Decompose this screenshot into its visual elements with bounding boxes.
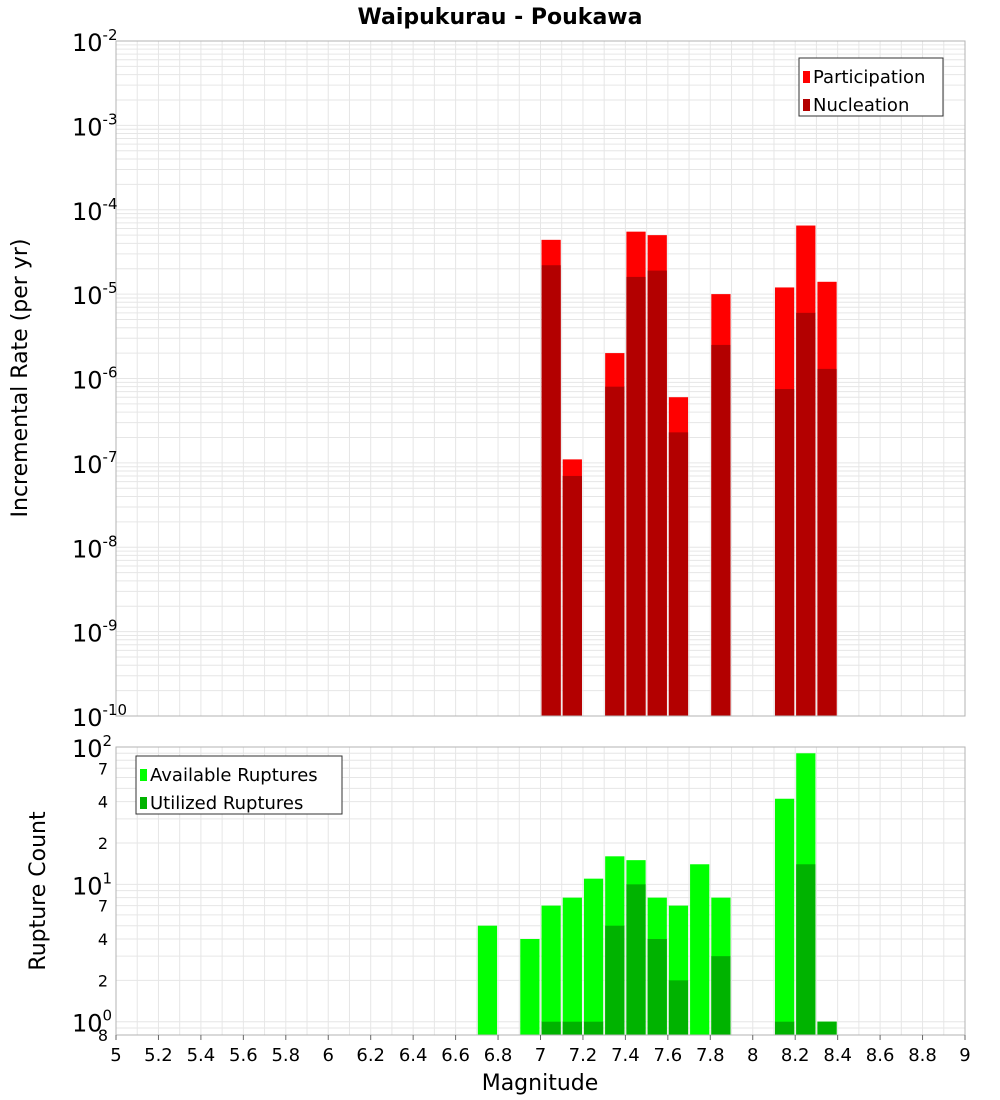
available-bar xyxy=(520,939,540,1035)
y-minor-tick-label: 4 xyxy=(98,793,108,812)
legend-box xyxy=(798,57,944,117)
x-tick-label: 7.8 xyxy=(696,1045,725,1066)
nucleation-bar xyxy=(605,386,625,716)
y-tick-label: 10-3 xyxy=(72,110,118,141)
legend-swatch xyxy=(140,769,147,781)
x-tick-label: 8.8 xyxy=(908,1045,937,1066)
legend-swatch xyxy=(140,797,147,809)
utilized-bar xyxy=(605,925,625,1035)
legend: Participation Nucleation xyxy=(798,57,944,117)
plot-frame xyxy=(115,40,966,717)
rate-panel: 10-10 10-9 10-8 10-7 10-6 10-5 10-4 10-3 10-2 Par… xyxy=(72,26,966,732)
utilized-bar xyxy=(668,980,689,1035)
utilized-bar xyxy=(647,939,667,1035)
x-tick-label: 7 xyxy=(535,1045,546,1066)
chart-title: Waipukurau - Poukawa xyxy=(358,5,643,30)
y-tick-label: 10-2 xyxy=(72,26,118,57)
legend-box xyxy=(135,755,343,815)
y-tick-label: 10-9 xyxy=(72,617,118,648)
utilized-bar xyxy=(817,1021,837,1035)
x-tick-label: 9 xyxy=(959,1045,970,1066)
x-tick-label: 7.4 xyxy=(611,1045,640,1066)
y-minor-tick-label: 2 xyxy=(98,971,108,990)
top-y-axis-label: Incremental Rate (per yr) xyxy=(8,239,33,518)
available-bar xyxy=(774,798,795,1035)
nucleation-bar xyxy=(774,389,795,716)
x-tick-label: 8.6 xyxy=(866,1045,895,1066)
y-minor-tick-label: 4 xyxy=(98,930,108,949)
utilized-bar xyxy=(562,1021,582,1035)
nucleation-bar xyxy=(796,312,816,716)
x-ticks: 5 5.2 5.4 5.6 5.8 6 6.2 6.4 6.6 6.8 7 7.2 7.4 7.6 7.8 8… xyxy=(110,1035,971,1066)
y-minor-tick-label: 7 xyxy=(98,897,108,916)
x-tick-label: 6.8 xyxy=(484,1045,513,1066)
x-tick-label: 5.6 xyxy=(229,1045,258,1066)
nucleation-bar xyxy=(668,432,689,716)
y-ticks: 100 101 102 8 2 4 7 2 4 7 xyxy=(72,732,112,1045)
x-tick-label: 8 xyxy=(747,1045,758,1066)
y-tick-label: 102 xyxy=(72,732,112,763)
available-bar xyxy=(583,878,604,1035)
grid xyxy=(115,40,966,717)
x-tick-label: 7.6 xyxy=(654,1045,683,1066)
utilized-bar xyxy=(796,864,816,1035)
x-tick-label: 6 xyxy=(323,1045,334,1066)
available-bar xyxy=(541,905,561,1035)
utilized-bar xyxy=(711,956,731,1035)
y-minor-tick-label: 8 xyxy=(98,1026,108,1045)
legend-label: Participation xyxy=(813,67,925,88)
x-tick-label: 8.4 xyxy=(823,1045,852,1066)
legend-swatch xyxy=(803,99,810,111)
nucleation-bar xyxy=(541,265,561,716)
x-tick-label: 6.4 xyxy=(399,1045,428,1066)
y-tick-label: 10-8 xyxy=(72,532,118,563)
y-minor-tick-label: 7 xyxy=(98,759,108,778)
nucleation-bar xyxy=(711,344,731,716)
y-tick-label: 10-4 xyxy=(72,195,118,226)
utilized-bar xyxy=(541,1021,561,1035)
legend-label: Nucleation xyxy=(813,95,909,116)
y-minor-tick-label: 2 xyxy=(98,834,108,853)
legend: Available Ruptures Utilized Ruptures xyxy=(135,755,343,815)
y-tick-label: 100 xyxy=(72,1007,112,1038)
nucleation-bar xyxy=(817,368,837,716)
x-tick-label: 5.4 xyxy=(187,1045,216,1066)
utilized-bar xyxy=(774,1021,795,1035)
x-tick-label: 5 xyxy=(110,1045,121,1066)
x-tick-label: 5.2 xyxy=(144,1045,173,1066)
y-tick-label: 10-6 xyxy=(72,364,118,395)
legend-swatch xyxy=(803,71,810,83)
bars xyxy=(541,225,837,716)
y-tick-label: 10-10 xyxy=(72,701,127,732)
legend-label: Available Ruptures xyxy=(150,765,318,786)
bars xyxy=(477,753,837,1035)
x-tick-label: 5.8 xyxy=(271,1045,300,1066)
bottom-y-axis-label: Rupture Count xyxy=(26,811,51,971)
count-panel: 100 101 102 8 2 4 7 2 4 7 5 5.2 5.4 5.6 5.8 6 6.2 6.4 6.6 6… xyxy=(72,732,971,1066)
available-bar xyxy=(477,925,498,1035)
utilized-bar xyxy=(583,1021,604,1035)
utilized-bar xyxy=(626,884,646,1035)
y-ticks: 10-10 10-9 10-8 10-7 10-6 10-5 10-4 10-3 10-2 xyxy=(72,26,127,732)
y-tick-label: 10-7 xyxy=(72,448,118,479)
available-bar xyxy=(690,864,710,1035)
y-tick-label: 10-5 xyxy=(72,279,118,310)
nucleation-bar xyxy=(562,475,582,716)
y-tick-label: 101 xyxy=(72,869,112,900)
legend-label: Utilized Ruptures xyxy=(150,793,303,814)
nucleation-bar xyxy=(647,270,667,716)
x-tick-label: 7.2 xyxy=(569,1045,598,1066)
available-bar xyxy=(562,897,582,1035)
x-tick-label: 6.6 xyxy=(441,1045,470,1066)
x-axis-label: Magnitude xyxy=(482,1071,599,1096)
x-tick-label: 8.2 xyxy=(781,1045,810,1066)
nucleation-bar xyxy=(626,276,646,716)
x-tick-label: 6.2 xyxy=(356,1045,385,1066)
